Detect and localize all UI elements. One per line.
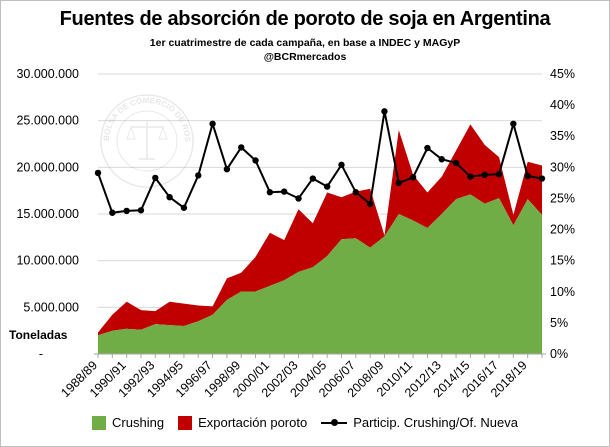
legend: Crushing Exportación poroto Particip. Cr… xyxy=(1,415,609,430)
y-tick-label: 25.000.000 xyxy=(16,114,79,128)
y2-tick-label: 25% xyxy=(550,191,575,205)
legend-swatch-exportacion xyxy=(178,415,193,430)
line-point xyxy=(123,207,130,215)
legend-swatch-crushing xyxy=(92,415,107,430)
line-point xyxy=(195,172,202,179)
line-point xyxy=(381,108,388,115)
line-point xyxy=(510,120,517,127)
y-tick-label: 15.000.000 xyxy=(16,207,79,221)
line-point xyxy=(481,171,488,178)
y-tick-label: 10.000.000 xyxy=(16,254,79,268)
legend-label-particip: Particip. Crushing/Of. Nueva xyxy=(353,415,518,430)
y2-tick-label: 20% xyxy=(550,223,575,237)
legend-item-crushing: Crushing xyxy=(92,415,164,430)
line-point xyxy=(152,174,159,182)
line-point xyxy=(467,173,474,180)
line-point xyxy=(166,194,173,201)
y-tick-label: - xyxy=(39,347,43,361)
area-exportacion-poroto xyxy=(98,124,542,336)
line-point xyxy=(223,166,231,173)
line-point xyxy=(524,172,531,180)
line-point xyxy=(452,159,460,167)
y-axis-label: Toneladas xyxy=(9,328,68,342)
y-axis-right: 0% 5% 10% 15% 20% 25% 30% 35% 40% 45% xyxy=(550,67,575,361)
line-point xyxy=(94,169,102,177)
chart-plot: BOLSA DE COMERCIO DE ROSARIO - 5.000.000 1… xyxy=(1,1,575,400)
y2-tick-label: 0% xyxy=(550,347,568,361)
y2-tick-label: 15% xyxy=(550,254,575,268)
area-series xyxy=(98,124,542,354)
line-point xyxy=(409,174,417,181)
legend-swatch-particip xyxy=(321,416,348,430)
line-point xyxy=(424,144,431,152)
line-point xyxy=(438,156,445,163)
line-point xyxy=(266,189,274,196)
y-axis-left: - 5.000.000 10.000.000 15.000.000 20.000.000… xyxy=(16,67,79,361)
legend-label-exportacion: Exportación poroto xyxy=(198,415,308,430)
line-point xyxy=(109,209,116,216)
y-tick-label: 20.000.000 xyxy=(16,160,79,174)
line-point xyxy=(295,195,302,202)
line-point xyxy=(209,120,216,127)
legend-item-exportacion: Exportación poroto xyxy=(178,415,307,430)
line-point xyxy=(495,170,503,178)
line-point xyxy=(395,179,402,187)
line-point xyxy=(309,175,317,182)
chart-title: Fuentes de absorción de poroto de soja e… xyxy=(59,8,551,30)
chart-subtitle: 1er cuatrimestre de cada campaña, en bas… xyxy=(149,37,461,49)
y2-tick-label: 10% xyxy=(550,285,575,299)
legend-label-crushing: Crushing xyxy=(112,415,165,430)
y2-tick-label: 30% xyxy=(550,160,575,174)
chart-source: @BCRmercados xyxy=(263,51,347,63)
line-point xyxy=(280,188,288,195)
y2-tick-label: 45% xyxy=(550,67,575,81)
line-point xyxy=(352,189,360,196)
line-point xyxy=(338,161,345,169)
y-tick-label: 5.000.000 xyxy=(23,300,79,314)
line-point xyxy=(137,207,145,214)
line-point xyxy=(252,157,259,164)
area-crushing xyxy=(98,194,542,354)
watermark-seal: BOLSA DE COMERCIO DE ROSARIO xyxy=(1,1,194,188)
line-point xyxy=(180,204,188,211)
line-series xyxy=(94,108,546,216)
line-point xyxy=(238,144,245,151)
y2-tick-label: 35% xyxy=(550,129,575,143)
y2-tick-label: 5% xyxy=(550,316,568,330)
y-tick-label: 30.000.000 xyxy=(16,67,79,81)
y2-tick-label: 40% xyxy=(550,98,575,112)
line-point xyxy=(366,200,374,208)
line-point xyxy=(323,183,331,190)
line-point xyxy=(538,175,546,182)
legend-item-particip: Particip. Crushing/Of. Nueva xyxy=(321,415,518,430)
x-axis: 1988/891990/911992/931994/951996/971998/… xyxy=(58,353,546,400)
